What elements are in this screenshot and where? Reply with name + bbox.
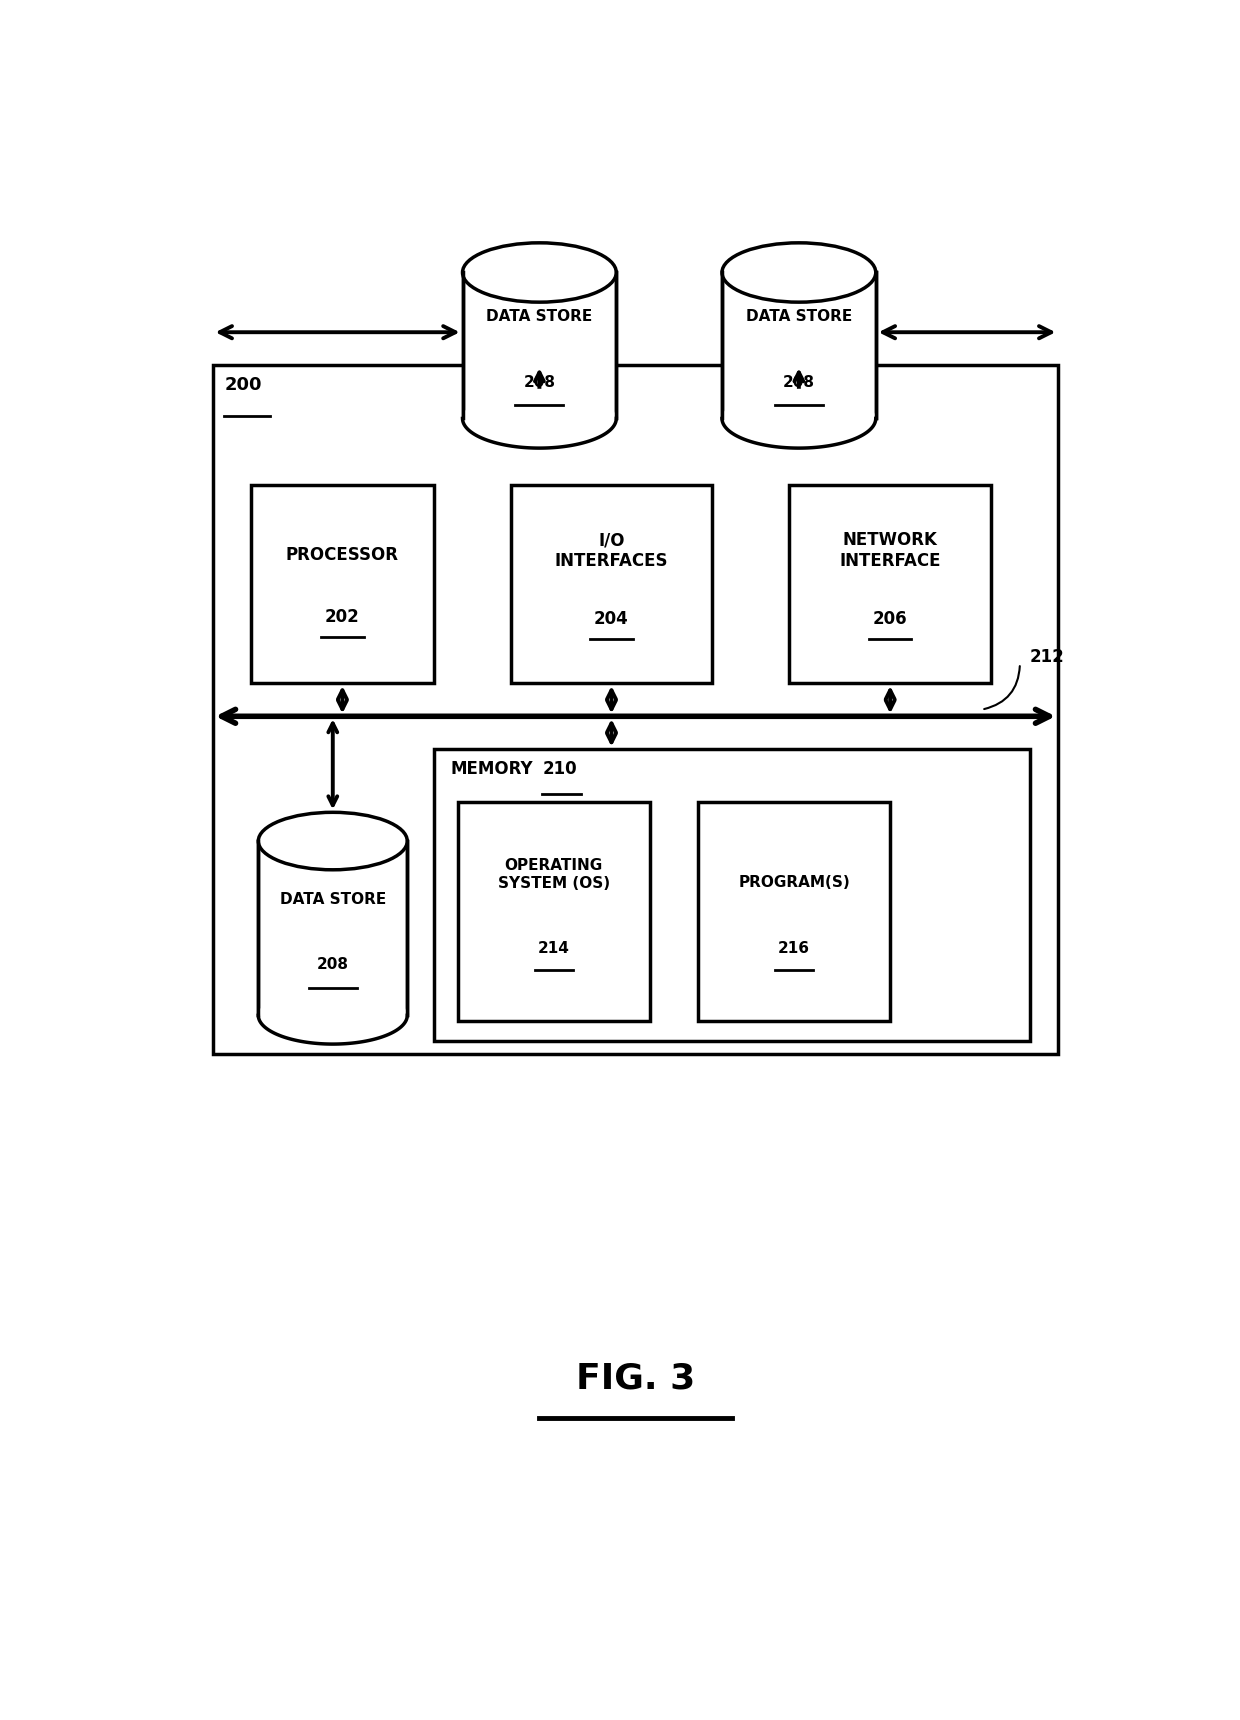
Text: 208: 208 — [782, 375, 815, 390]
Text: DATA STORE: DATA STORE — [486, 310, 593, 323]
Text: 214: 214 — [538, 941, 569, 956]
Text: DATA STORE: DATA STORE — [280, 891, 386, 906]
Bar — [511, 485, 712, 683]
Ellipse shape — [463, 389, 616, 449]
Bar — [250, 485, 434, 683]
Text: 212: 212 — [1029, 648, 1064, 666]
Bar — [434, 750, 1029, 1041]
Ellipse shape — [258, 812, 407, 870]
Bar — [258, 841, 407, 1015]
Bar — [213, 365, 1058, 1054]
Text: 208: 208 — [523, 375, 556, 390]
Text: PROGRAM(S): PROGRAM(S) — [738, 875, 849, 889]
Text: PROCESSOR: PROCESSOR — [286, 545, 399, 564]
Text: 216: 216 — [777, 941, 810, 956]
Text: OPERATING
SYSTEM (OS): OPERATING SYSTEM (OS) — [497, 858, 610, 891]
Text: 208: 208 — [316, 958, 348, 972]
Text: 206: 206 — [873, 611, 908, 628]
Text: FIG. 3: FIG. 3 — [575, 1362, 696, 1395]
Text: DATA STORE: DATA STORE — [745, 310, 852, 323]
Ellipse shape — [722, 243, 875, 303]
Bar — [463, 272, 616, 418]
Bar — [698, 802, 890, 1022]
Bar — [789, 485, 991, 683]
Text: 202: 202 — [325, 607, 360, 626]
Text: I/O
INTERFACES: I/O INTERFACES — [554, 531, 668, 569]
Ellipse shape — [258, 987, 407, 1044]
Ellipse shape — [722, 389, 875, 449]
Bar — [458, 802, 650, 1022]
Bar — [722, 272, 875, 418]
Text: 210: 210 — [542, 760, 577, 777]
Text: 204: 204 — [594, 611, 629, 628]
Ellipse shape — [463, 243, 616, 303]
Text: 200: 200 — [224, 377, 262, 394]
Text: MEMORY: MEMORY — [451, 760, 533, 777]
Text: NETWORK
INTERFACE: NETWORK INTERFACE — [839, 531, 941, 569]
